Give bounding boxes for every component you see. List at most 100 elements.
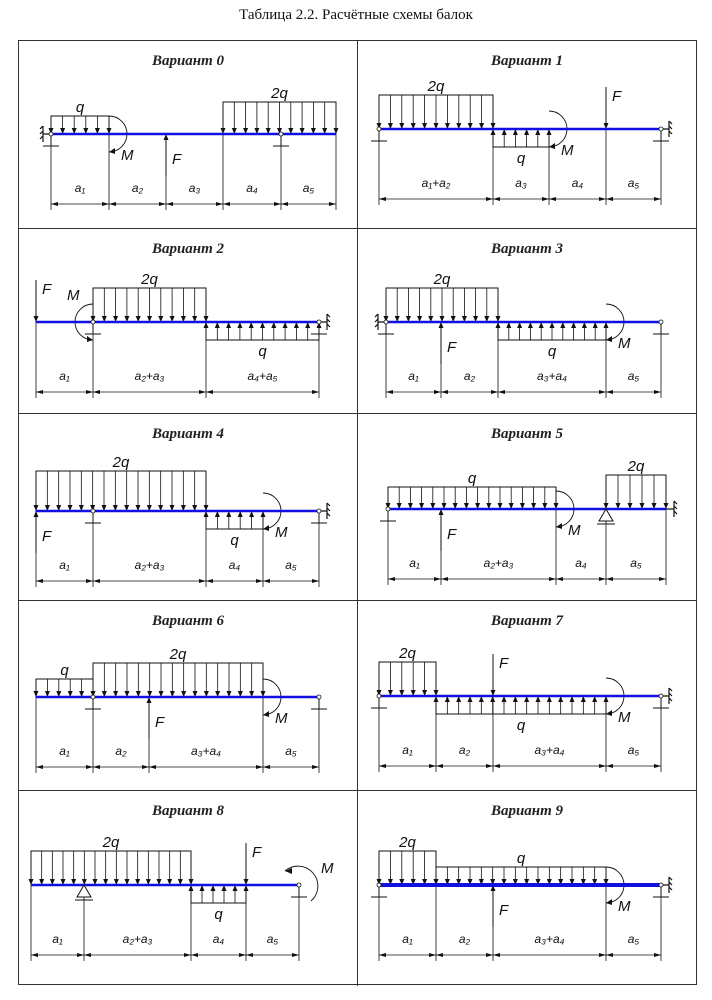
load-arrowhead [215, 691, 221, 697]
load-arrowhead [248, 322, 254, 328]
load-arrowhead [28, 879, 34, 885]
load-label: 2q [169, 646, 187, 663]
load-arrowhead [461, 316, 467, 322]
load-arrowhead [167, 879, 173, 885]
dimension-label: a₅ [285, 558, 297, 572]
moment-arrowhead [263, 525, 269, 531]
load-arrowhead [407, 503, 413, 509]
dimension-label: a₄+a₅ [248, 369, 278, 383]
load-arrowhead [569, 879, 575, 885]
beam-diagram: a₁ a₂+a₃ a₄ a₅ 2q F q M [33, 454, 331, 587]
load-label: q [548, 343, 557, 360]
load-arrowhead [282, 322, 288, 328]
dimension-label: a₅ [628, 932, 640, 946]
load-arrowhead [67, 691, 73, 697]
load-arrowhead [490, 129, 496, 135]
dimension-label: a₁ [52, 932, 63, 946]
variant-title: Вариант 6 [151, 613, 225, 629]
pin-joint [296, 882, 302, 888]
pin-joint [316, 694, 322, 700]
load-arrowhead [260, 511, 266, 517]
load-arrowhead [90, 316, 96, 322]
force-label: F [612, 88, 622, 105]
dimension-label: a₄ [213, 932, 225, 946]
load-arrowhead [512, 879, 518, 885]
load-arrowhead [535, 129, 541, 135]
variant-title: Вариант 3 [490, 241, 564, 257]
load-arrowhead [260, 322, 265, 328]
load-arrowhead [203, 316, 209, 322]
variant-cell: Вариант 0 a₁ a₂ a₃ a₄ a₅ q M F 2q [19, 41, 358, 229]
pin-joint [90, 694, 96, 700]
load-arrowhead [48, 128, 54, 134]
force-label: F [447, 339, 457, 356]
pin-joint [316, 319, 322, 325]
pin-joint [376, 126, 382, 132]
moment-label: M [568, 522, 581, 539]
distributed-load [35, 470, 207, 511]
dimension-label: a₁ [59, 558, 70, 572]
dimension-label: a₅ [267, 932, 279, 946]
load-arrowhead [44, 505, 50, 511]
load-arrowhead [60, 879, 66, 885]
load-arrowhead [467, 123, 473, 129]
load-arrowhead [135, 879, 141, 885]
load-arrowhead [542, 503, 548, 509]
wall-support [39, 125, 51, 142]
load-label: 2q [140, 271, 158, 288]
load-arrowhead [490, 879, 496, 885]
load-arrowhead [254, 128, 260, 134]
variant-title: Вариант 5 [490, 426, 564, 442]
load-label: q [517, 717, 526, 734]
pin-joint [658, 126, 664, 132]
load-arrowhead [467, 696, 473, 702]
load-arrowhead [333, 128, 339, 134]
load-arrowhead [603, 322, 609, 328]
dimension-arrow [436, 953, 493, 957]
load-label: q [517, 150, 526, 167]
force-arrowhead [438, 509, 444, 515]
variant-cell: Вариант 6 a₁ a₂ a₃+a₄ a₅ q 2q F M [19, 601, 358, 791]
load-arrowhead [441, 503, 447, 509]
load-arrowhead [71, 128, 77, 134]
load-arrowhead [410, 123, 416, 129]
load-arrowhead [177, 879, 183, 885]
dimension-label: a₂+a₃ [123, 932, 153, 946]
wall-support [666, 500, 678, 517]
load-arrowhead [203, 322, 209, 328]
load-arrowhead [428, 316, 434, 322]
force-label: F [499, 902, 509, 919]
load-arrowhead [452, 503, 458, 509]
distributed-load [387, 486, 557, 509]
wall-support [661, 120, 673, 137]
load-arrowhead [549, 322, 555, 328]
variant-cell: Вариант 9 a₁ a₂ a₃+a₄ a₅ 2q q F M [358, 791, 696, 986]
load-arrowhead [399, 123, 405, 129]
dimension-label: a₂ [459, 932, 471, 946]
load-arrowhead [203, 505, 209, 511]
dimension-arrow [379, 764, 436, 768]
load-arrowhead [433, 879, 439, 885]
distributed-load [378, 661, 437, 696]
load-arrowhead [490, 123, 496, 129]
load-arrowhead [497, 503, 503, 509]
dimension-arrow [36, 579, 93, 583]
load-arrowhead [376, 690, 382, 696]
load-arrowhead [484, 316, 490, 322]
load-arrowhead [538, 322, 544, 328]
load-arrowhead [220, 128, 226, 134]
load-arrowhead [101, 691, 107, 697]
dimension-arrow [441, 390, 498, 394]
load-arrowhead [387, 690, 393, 696]
load-arrowhead [169, 691, 175, 697]
load-arrowhead [78, 505, 84, 511]
force-label: F [252, 844, 262, 861]
load-arrowhead [94, 128, 100, 134]
load-arrowhead [385, 503, 391, 509]
dimension-label: a₁ [409, 556, 420, 570]
load-arrowhead [639, 503, 645, 509]
load-arrowhead [581, 322, 587, 328]
load-arrowhead [456, 879, 462, 885]
moment-label: M [618, 335, 631, 352]
